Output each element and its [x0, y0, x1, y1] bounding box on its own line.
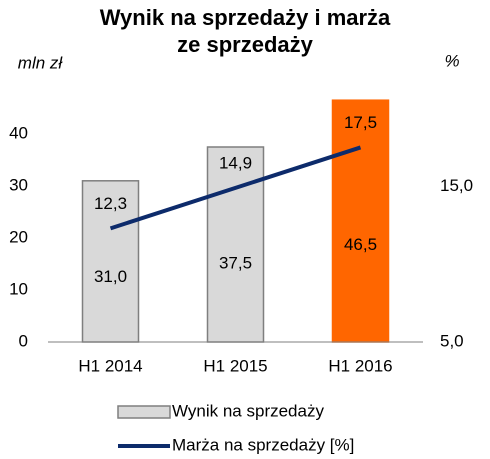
x-tick-label: H1 2014 — [78, 356, 142, 375]
bar-value-label: 37,5 — [219, 253, 252, 272]
bar-value-label: 46,5 — [344, 235, 377, 254]
line-value-label: 17,5 — [344, 113, 377, 132]
legend-label: Marża na sprzedaży [%] — [172, 435, 354, 454]
legend-label: Wynik na sprzedaży — [172, 401, 324, 420]
y-axis-label: mln zł — [18, 53, 64, 72]
x-tick-label: H1 2016 — [328, 356, 392, 375]
bar — [331, 99, 390, 343]
y-tick-label: 10 — [9, 279, 28, 298]
y-tick-label: 0 — [19, 331, 28, 350]
line-value-label: 14,9 — [219, 153, 252, 172]
chart-title: Wynik na sprzedaży i marża ze sprzedaży — [99, 5, 391, 57]
y-tick-label: 30 — [9, 175, 28, 194]
y2-axis-label: % — [444, 51, 459, 70]
y2-tick-label: 5,0 — [440, 331, 464, 350]
line-value-label: 12,3 — [94, 194, 127, 213]
y-tick-label: 20 — [9, 227, 28, 246]
bar — [81, 180, 140, 343]
line — [109, 145, 362, 231]
bar-value-label: 31,0 — [94, 267, 127, 286]
legend-swatch — [117, 405, 171, 419]
bar — [206, 146, 265, 343]
y-tick-label: 40 — [9, 123, 28, 142]
x-tick-label: H1 2015 — [203, 356, 267, 375]
y2-tick-label: 15,0 — [440, 176, 473, 195]
